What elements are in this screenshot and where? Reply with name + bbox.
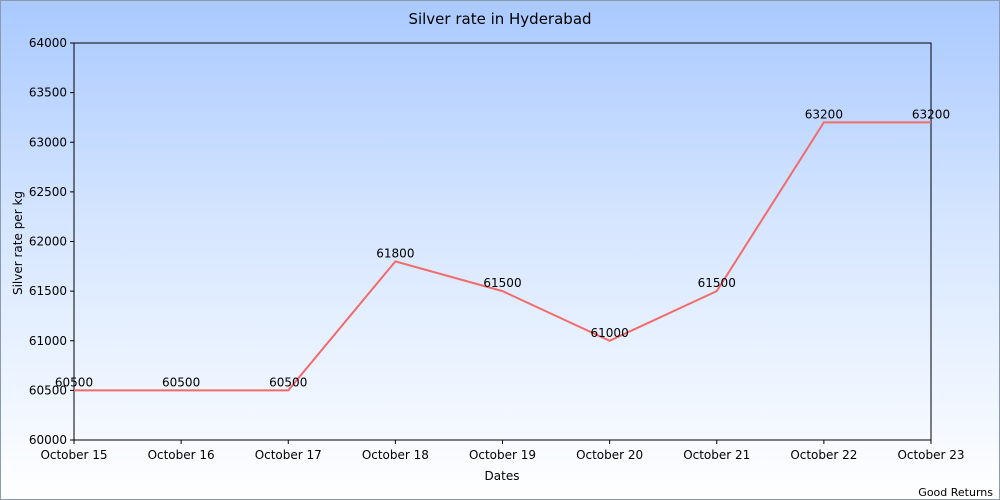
x-tick-label: October 17 [255, 448, 322, 462]
data-label: 63200 [912, 107, 950, 121]
source-label: Good Returns [918, 486, 993, 499]
x-tick-label: October 19 [469, 448, 536, 462]
x-axis-title: Dates [485, 469, 520, 483]
y-tick-label: 64000 [29, 36, 67, 50]
y-tick-label: 63000 [29, 135, 67, 149]
x-tick-label: October 16 [148, 448, 215, 462]
y-tick-label: 61000 [29, 334, 67, 348]
x-tick-label: October 20 [576, 448, 643, 462]
data-label: 61500 [483, 276, 521, 290]
data-label: 60500 [55, 375, 93, 389]
y-axis-title: Silver rate per kg [11, 191, 25, 295]
x-tick-label: October 21 [683, 448, 750, 462]
y-tick-label: 63500 [29, 86, 67, 100]
data-label: 63200 [805, 107, 843, 121]
x-tick-label: October 15 [40, 448, 107, 462]
y-tick-label: 61500 [29, 284, 67, 298]
data-label: 60500 [269, 375, 307, 389]
series-line [74, 121, 931, 392]
y-tick-label: 60000 [29, 433, 67, 447]
data-label: 61000 [591, 326, 629, 340]
data-label: 61500 [698, 276, 736, 290]
y-axis-ticks: 60000 60500 61000 61500 62000 62500 63000 63500… [29, 36, 74, 447]
x-tick-label: October 18 [362, 448, 429, 462]
data-labels: 60500 60500 60500 61800 61500 61000 61500 63200… [55, 107, 950, 391]
data-label: 60500 [162, 375, 200, 389]
chart-title: Silver rate in Hyderabad [408, 10, 591, 28]
x-tick-label: October 22 [790, 448, 857, 462]
plot-area [73, 42, 932, 441]
y-tick-label: 60500 [29, 383, 67, 397]
data-label: 61800 [376, 246, 414, 260]
x-axis-ticks: October 15 October 16 October 17 October 18… [40, 440, 965, 462]
y-tick-label: 62000 [29, 235, 67, 249]
x-tick-label: October 23 [897, 448, 964, 462]
y-tick-label: 62500 [29, 185, 67, 199]
